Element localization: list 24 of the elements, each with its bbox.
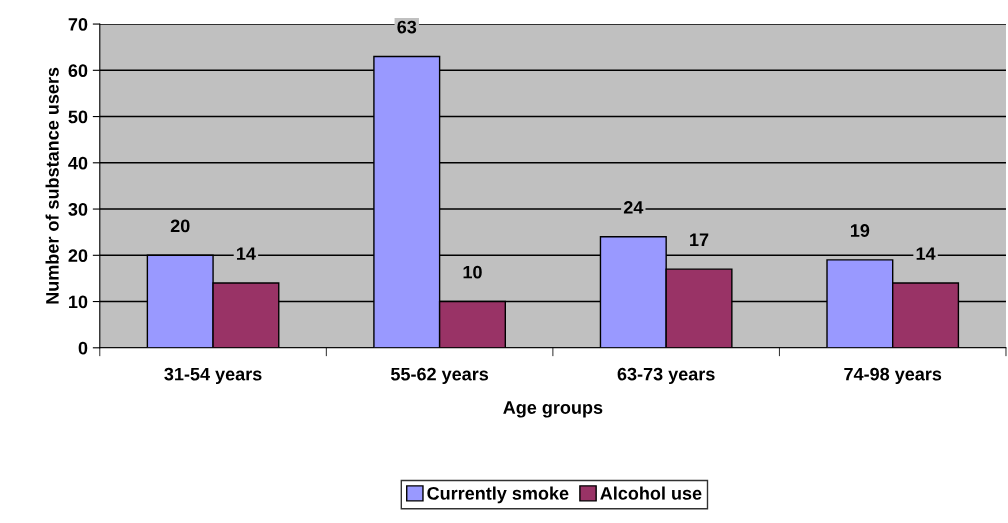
y-tick-label: 10: [69, 295, 88, 309]
data-label: 20: [170, 219, 190, 233]
y-tick-label: 60: [68, 64, 88, 78]
data-label: 63: [397, 20, 417, 34]
x-axis-title: Age groups: [503, 401, 603, 418]
data-label: 17: [690, 233, 709, 246]
y-tick-label: 70: [68, 17, 88, 31]
data-label: 19: [850, 224, 870, 237]
legend-label: Alcohol use: [600, 486, 702, 500]
y-tick-label: 30: [68, 202, 88, 216]
y-tick-label: 0: [78, 341, 88, 355]
y-tick-label: 50: [68, 110, 88, 124]
x-tick-label: 55-62 years: [390, 367, 489, 385]
x-tick-label: 74-98 years: [844, 367, 942, 385]
data-label: 14: [916, 247, 936, 260]
data-label: 14: [237, 247, 256, 260]
x-tick-label: 63-73 years: [617, 367, 715, 385]
legend-label: Currently smoke: [427, 486, 569, 504]
y-tick-label: 40: [68, 156, 88, 170]
y-axis-title: Number of substance users: [45, 67, 59, 304]
data-label: 10: [463, 265, 482, 279]
x-tick-label: 31-54 years: [164, 367, 262, 385]
y-tick-label: 20: [68, 249, 88, 263]
data-label: 24: [623, 201, 644, 214]
